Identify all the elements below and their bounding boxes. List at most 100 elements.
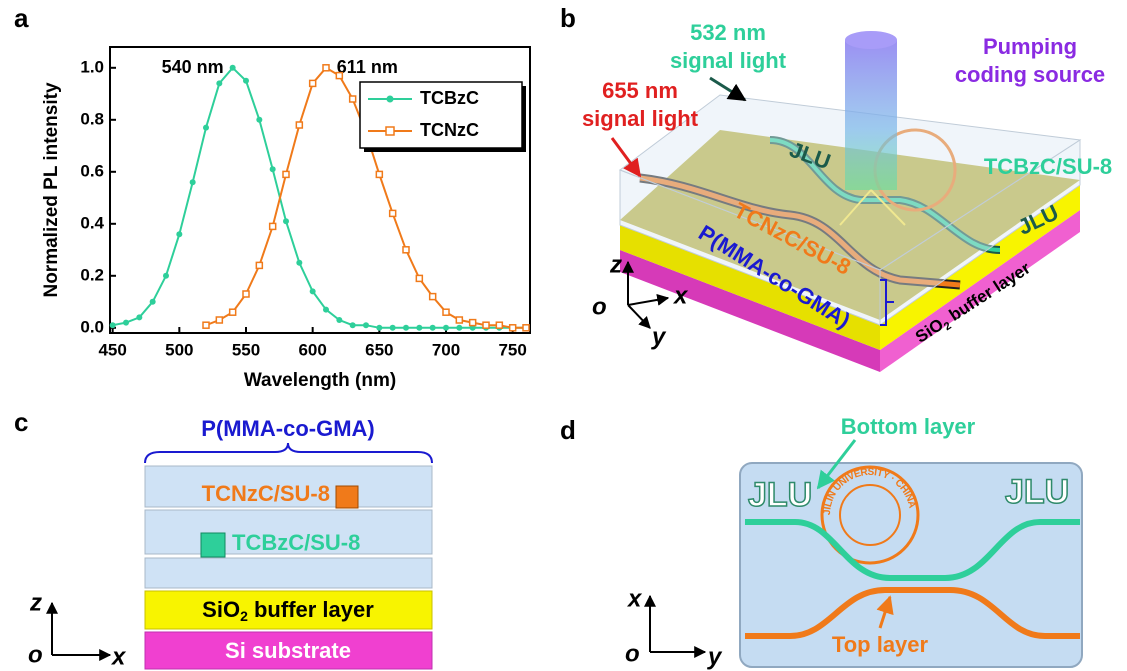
- legend-label: TCNzC: [420, 120, 479, 140]
- marker: [283, 218, 289, 224]
- marker: [336, 317, 342, 323]
- waveguide: [201, 533, 225, 557]
- logo: JLU: [1005, 473, 1069, 511]
- marker: [190, 179, 196, 185]
- panel-b: b JLU JLU 532 nm signal light Pumping co…: [560, 3, 1112, 375]
- marker: [283, 171, 289, 177]
- marker: [203, 125, 209, 131]
- brace: [145, 443, 432, 463]
- marker: [243, 291, 249, 297]
- annotation: Si substrate: [225, 638, 351, 663]
- axis-label: y: [651, 323, 667, 350]
- marker: [376, 325, 382, 331]
- y-tick-label: 0.2: [80, 265, 104, 284]
- panel-label: d: [560, 415, 576, 445]
- text: 2: [240, 608, 248, 624]
- annotation: signal light: [670, 48, 787, 73]
- y-tick-label: 0.4: [80, 213, 104, 232]
- marker: [243, 78, 249, 84]
- marker: [203, 322, 209, 328]
- panel-d: d Bottom layer JLU JLU JILIN UNIVERSITY …: [560, 414, 1082, 671]
- legend-marker: [387, 96, 394, 103]
- axis-label: o: [592, 293, 607, 320]
- marker: [296, 122, 302, 128]
- annotation: Bottom layer: [841, 414, 976, 439]
- y-axis-label: Normalized PL intensity: [41, 82, 62, 297]
- annotation: TCBzC/SU-8: [984, 154, 1112, 179]
- marker: [363, 322, 369, 328]
- marker: [296, 260, 302, 266]
- marker: [350, 96, 356, 102]
- marker: [323, 307, 329, 313]
- marker: [430, 325, 436, 331]
- figure: a 0.0 0.2 0.4 0.6 0.8 1.0 450 500 550 600 650 700 75…: [0, 0, 1127, 671]
- annotation: SiO2 buffer layer: [202, 597, 374, 624]
- x-tick-label: 500: [165, 340, 193, 359]
- annotation: signal light: [582, 106, 699, 131]
- annotation: Top layer: [832, 632, 929, 657]
- marker: [230, 65, 236, 71]
- marker: [270, 223, 276, 229]
- marker: [176, 231, 182, 237]
- x-axis-label: Wavelength (nm): [244, 370, 396, 391]
- legend-marker: [386, 127, 394, 135]
- marker: [216, 317, 222, 323]
- marker: [270, 166, 276, 172]
- marker: [163, 273, 169, 279]
- marker: [456, 317, 462, 323]
- marker: [336, 73, 342, 79]
- x-tick-label: 600: [298, 340, 326, 359]
- marker: [430, 294, 436, 300]
- marker: [523, 325, 529, 331]
- waveguide: [336, 486, 358, 508]
- axis-label: x: [110, 643, 127, 670]
- x-tick-label: 450: [98, 340, 126, 359]
- marker: [443, 309, 449, 315]
- annotation: 540 nm: [162, 57, 224, 77]
- annotation: P(MMA-co-GMA): [201, 416, 375, 441]
- annotation: TCNzC/SU-8: [202, 481, 330, 506]
- annotation: 655 nm: [602, 78, 678, 103]
- marker: [510, 325, 516, 331]
- marker: [310, 288, 316, 294]
- pump-beam-top: [845, 31, 897, 49]
- pump-beam: [845, 40, 897, 190]
- marker: [456, 325, 462, 331]
- axis-arrow: [628, 298, 668, 305]
- y-tick-label: 0.8: [80, 109, 104, 128]
- marker: [310, 80, 316, 86]
- axis-label: o: [625, 640, 640, 667]
- marker: [256, 262, 262, 268]
- panel-c: c P(MMA-co-GMA) TCNzC/SU-8 TCBzC/SU-8 Si…: [14, 407, 432, 670]
- x-tick-label: 700: [432, 340, 460, 359]
- marker: [216, 80, 222, 86]
- marker: [150, 299, 156, 305]
- annotation: TCBzC/SU-8: [232, 530, 360, 555]
- marker: [136, 314, 142, 320]
- x-tick-label: 550: [232, 340, 260, 359]
- y-tick-label: 0.6: [80, 161, 104, 180]
- annotation: Pumping: [983, 34, 1077, 59]
- text: buffer layer: [248, 597, 374, 622]
- marker: [416, 325, 422, 331]
- y-tick-label: 0.0: [80, 317, 104, 336]
- axis-label: x: [626, 585, 643, 612]
- axis-label: z: [609, 251, 622, 278]
- axis-label: z: [29, 589, 42, 616]
- x-tick-label: 650: [365, 340, 393, 359]
- y-tick-label: 1.0: [80, 57, 104, 76]
- marker: [403, 247, 409, 253]
- text: SiO: [202, 597, 240, 622]
- annotation: coding source: [955, 62, 1105, 87]
- panel-label: a: [14, 3, 29, 33]
- marker: [350, 322, 356, 328]
- x-tick-label: 750: [498, 340, 526, 359]
- marker: [403, 325, 409, 331]
- marker: [470, 320, 476, 326]
- marker: [256, 117, 262, 123]
- axis-label: y: [707, 643, 723, 670]
- annotation: 532 nm: [690, 20, 766, 45]
- axis-label: x: [672, 282, 689, 309]
- layer: [145, 558, 432, 588]
- axis-label: o: [28, 641, 43, 668]
